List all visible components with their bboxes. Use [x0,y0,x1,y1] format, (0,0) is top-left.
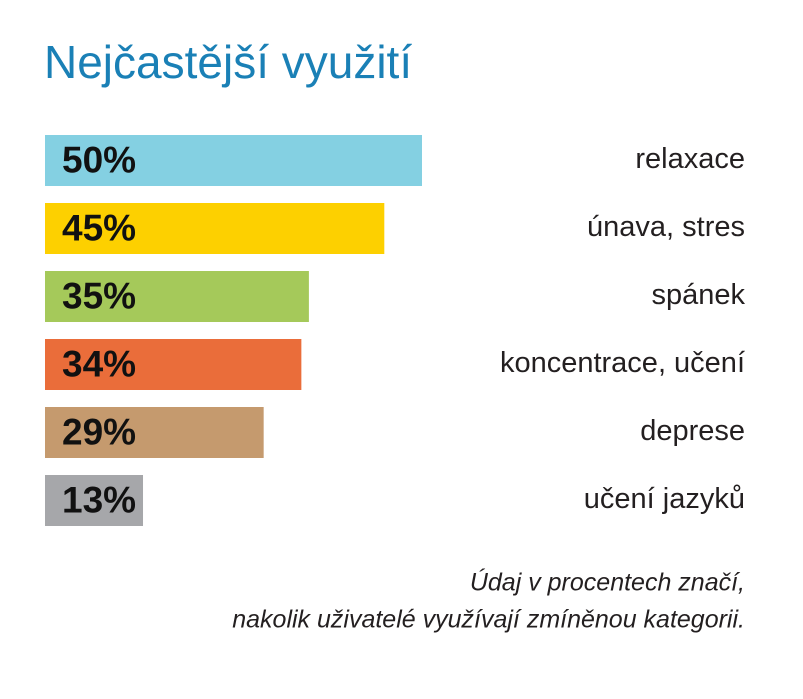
value-label: 45% [62,207,136,248]
category-label: deprese [640,415,745,447]
bar [45,407,264,458]
category-label: koncentrace, učení [500,347,745,379]
value-label: 13% [62,479,136,520]
note: Údaj v procentech značí, [470,568,745,597]
value-label: 34% [62,343,136,384]
category-label: učení jazyků [584,483,745,515]
value-label: 50% [62,139,136,180]
bar [45,271,309,322]
category-label: relaxace [635,143,745,175]
bar [45,135,422,186]
bar [45,203,385,254]
bar [45,339,302,390]
category-label: únava, stres [587,211,745,243]
chart-title: Nejčastější využití [44,36,412,88]
bar [45,475,144,526]
value-label: 35% [62,275,136,316]
category-label: spánek [651,279,745,311]
value-label: 29% [62,411,136,452]
note: nakolik uživatelé využívají zmíněnou kat… [232,606,745,634]
